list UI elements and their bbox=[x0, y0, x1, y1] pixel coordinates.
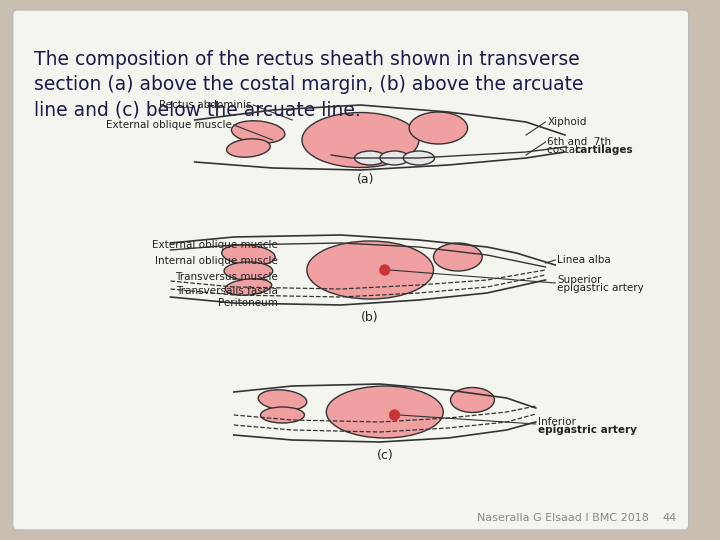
Ellipse shape bbox=[307, 241, 433, 299]
Ellipse shape bbox=[222, 245, 275, 265]
FancyBboxPatch shape bbox=[13, 10, 689, 530]
Ellipse shape bbox=[354, 151, 386, 165]
Ellipse shape bbox=[225, 279, 271, 295]
Text: (c): (c) bbox=[377, 449, 393, 462]
Ellipse shape bbox=[302, 112, 419, 167]
Text: cartilages: cartilages bbox=[575, 145, 634, 155]
Ellipse shape bbox=[433, 243, 482, 271]
Text: Xiphoid: Xiphoid bbox=[547, 117, 587, 127]
Text: costal: costal bbox=[547, 145, 582, 155]
Text: External oblique muscle: External oblique muscle bbox=[152, 240, 278, 250]
Text: (a): (a) bbox=[356, 173, 374, 186]
Ellipse shape bbox=[258, 390, 307, 410]
Ellipse shape bbox=[231, 121, 285, 143]
Text: Naseralla G Elsaad I BMC 2018: Naseralla G Elsaad I BMC 2018 bbox=[477, 513, 649, 523]
Text: Transversus muscle: Transversus muscle bbox=[175, 272, 278, 282]
Text: Peritoneum: Peritoneum bbox=[217, 298, 278, 308]
Ellipse shape bbox=[380, 151, 409, 165]
Ellipse shape bbox=[227, 139, 270, 157]
Text: Inferior: Inferior bbox=[538, 417, 575, 427]
Text: epigastric artery: epigastric artery bbox=[538, 425, 636, 435]
Text: Transversalis fascia: Transversalis fascia bbox=[176, 286, 278, 296]
Circle shape bbox=[390, 410, 400, 420]
Text: The composition of the rectus sheath shown in transverse
section (a) above the c: The composition of the rectus sheath sho… bbox=[34, 50, 584, 119]
Circle shape bbox=[380, 265, 390, 275]
Ellipse shape bbox=[326, 386, 444, 438]
Text: epigastric artery: epigastric artery bbox=[557, 283, 644, 293]
Text: Linea alba: Linea alba bbox=[557, 255, 611, 265]
Text: Internal oblique muscle: Internal oblique muscle bbox=[155, 256, 278, 266]
Text: 6th and  7th: 6th and 7th bbox=[547, 137, 611, 147]
Text: External oblique muscle: External oblique muscle bbox=[106, 120, 232, 130]
Text: Rectus abdominis: Rectus abdominis bbox=[159, 100, 251, 110]
Ellipse shape bbox=[409, 112, 467, 144]
Ellipse shape bbox=[224, 262, 273, 280]
Text: 44: 44 bbox=[663, 513, 677, 523]
Ellipse shape bbox=[451, 388, 495, 413]
Ellipse shape bbox=[261, 407, 305, 423]
Ellipse shape bbox=[403, 151, 434, 165]
Text: Superior: Superior bbox=[557, 275, 602, 285]
Text: (b): (b) bbox=[361, 310, 379, 323]
